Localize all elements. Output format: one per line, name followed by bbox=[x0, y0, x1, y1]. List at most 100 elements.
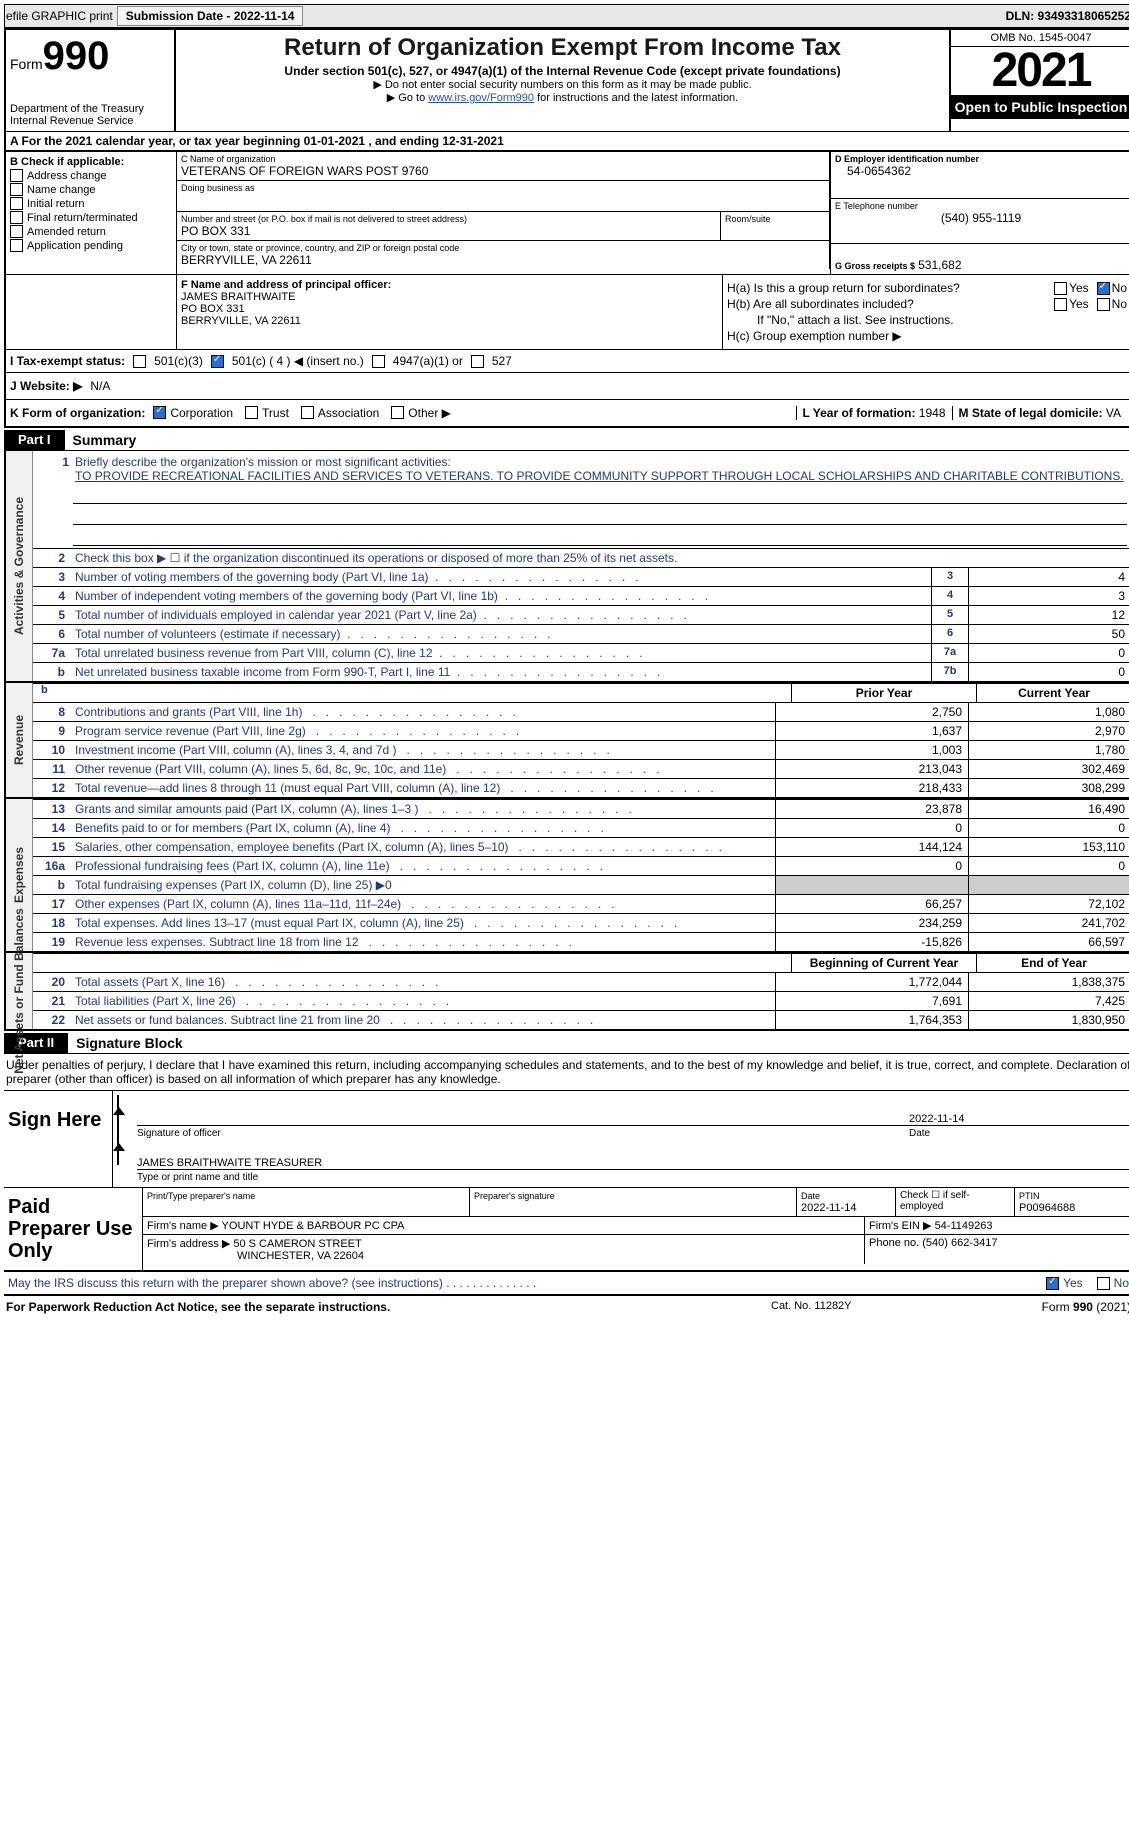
city: BERRYVILLE, VA 22611 bbox=[181, 253, 825, 267]
prior-15: 144,124 bbox=[775, 838, 968, 856]
street-label: Number and street (or P.O. box if mail i… bbox=[181, 214, 716, 224]
col-b-header: B Check if applicable: bbox=[10, 156, 172, 168]
line-15: Salaries, other compensation, employee b… bbox=[71, 838, 775, 856]
checkbox-final-return[interactable] bbox=[10, 211, 23, 224]
submission-date: Submission Date - 2022-11-14 bbox=[117, 6, 304, 26]
prior-20: 1,772,044 bbox=[775, 973, 968, 991]
line-22: Net assets or fund balances. Subtract li… bbox=[71, 1011, 775, 1029]
firm-addr2: WINCHESTER, VA 22604 bbox=[237, 1250, 364, 1262]
row-a: A For the 2021 calendar year, or tax yea… bbox=[4, 131, 1129, 152]
line-14: Benefits paid to or for members (Part IX… bbox=[71, 819, 775, 837]
current-12: 308,299 bbox=[968, 779, 1129, 797]
current-14: 0 bbox=[968, 819, 1129, 837]
line-18: Total expenses. Add lines 13–17 (must eq… bbox=[71, 914, 775, 932]
prior-14: 0 bbox=[775, 819, 968, 837]
chk-527[interactable] bbox=[471, 355, 484, 368]
discuss-yes[interactable] bbox=[1046, 1277, 1059, 1290]
state-domicile: VA bbox=[1106, 406, 1121, 420]
self-employed-check[interactable]: Check ☐ if self-employed bbox=[896, 1188, 1015, 1216]
dept-treasury: Department of the Treasury bbox=[10, 103, 170, 115]
tel: (540) 955-1119 bbox=[835, 211, 1127, 225]
val-5: 12 bbox=[968, 606, 1129, 624]
chk-501c[interactable] bbox=[211, 355, 224, 368]
mission-text: TO PROVIDE RECREATIONAL FACILITIES AND S… bbox=[75, 469, 1124, 483]
footer: For Paperwork Reduction Act Notice, see … bbox=[4, 1294, 1129, 1318]
part2-header: Part II Signature Block bbox=[4, 1033, 1129, 1054]
current-17: 72,102 bbox=[968, 895, 1129, 913]
discuss-no[interactable] bbox=[1097, 1277, 1110, 1290]
val-b: 0 bbox=[968, 663, 1129, 681]
h-b-yes[interactable] bbox=[1054, 298, 1067, 311]
prior-22: 1,764,353 bbox=[775, 1011, 968, 1029]
prior-9: 1,637 bbox=[775, 722, 968, 740]
col-b-spacer bbox=[6, 275, 177, 349]
col-current: Current Year bbox=[976, 684, 1129, 702]
line-7a: Total unrelated business revenue from Pa… bbox=[71, 644, 931, 662]
header-title-area: Return of Organization Exempt From Incom… bbox=[176, 30, 949, 131]
line-19: Revenue less expenses. Subtract line 18 … bbox=[71, 933, 775, 951]
header-right: OMB No. 1545-0047 2021 Open to Public In… bbox=[949, 30, 1129, 131]
org-name: VETERANS OF FOREIGN WARS POST 9760 bbox=[181, 164, 825, 178]
line-10: Investment income (Part VIII, column (A)… bbox=[71, 741, 775, 759]
irs-label: Internal Revenue Service bbox=[10, 115, 170, 127]
efile-label: efile GRAPHIC print bbox=[6, 9, 113, 23]
form-word: Form bbox=[10, 56, 43, 72]
line-6: Total number of volunteers (estimate if … bbox=[71, 625, 931, 643]
col-end: End of Year bbox=[976, 954, 1129, 972]
section-h: H(a) Is this a group return for subordin… bbox=[723, 275, 1129, 349]
current-15: 153,110 bbox=[968, 838, 1129, 856]
checkbox-address-change[interactable] bbox=[10, 169, 23, 182]
current-16a: 0 bbox=[968, 857, 1129, 875]
perjury-statement: Under penalties of perjury, I declare th… bbox=[4, 1054, 1129, 1091]
h-a-yes[interactable] bbox=[1054, 282, 1067, 295]
chk-assoc[interactable] bbox=[301, 406, 314, 419]
tab-net-assets: Net Assets or Fund Balances bbox=[6, 953, 33, 1029]
line-11: Other revenue (Part VIII, column (A), li… bbox=[71, 760, 775, 778]
discuss-row: May the IRS discuss this return with the… bbox=[4, 1271, 1129, 1294]
website: N/A bbox=[90, 379, 110, 393]
current-13: 16,490 bbox=[968, 800, 1129, 818]
firm-ein: 54-1149263 bbox=[935, 1220, 993, 1232]
current-21: 7,425 bbox=[968, 992, 1129, 1010]
chk-501c3[interactable] bbox=[133, 355, 146, 368]
mission-label: Briefly describe the organization's miss… bbox=[75, 455, 451, 469]
val-4: 3 bbox=[968, 587, 1129, 605]
chk-4947[interactable] bbox=[372, 355, 385, 368]
ein: 54-0654362 bbox=[835, 164, 1127, 178]
pp-date: 2022-11-14 bbox=[801, 1202, 856, 1214]
h-a-no[interactable] bbox=[1097, 282, 1110, 295]
current-11: 302,469 bbox=[968, 760, 1129, 778]
prior-11: 213,043 bbox=[775, 760, 968, 778]
tax-year: 2021 bbox=[951, 47, 1129, 95]
room-label: Room/suite bbox=[725, 214, 825, 224]
form-number: 990 bbox=[43, 34, 110, 78]
prior-12: 218,433 bbox=[775, 779, 968, 797]
tel-label: E Telephone number bbox=[835, 201, 1127, 211]
line-8: Contributions and grants (Part VIII, lin… bbox=[71, 703, 775, 721]
sig-date: 2022-11-14 bbox=[909, 1113, 1129, 1125]
city-label: City or town, state or province, country… bbox=[181, 243, 825, 253]
line2: Check this box ▶ ☐ if the organization d… bbox=[71, 549, 1129, 567]
subtitle-1: Under section 501(c), 527, or 4947(a)(1)… bbox=[182, 64, 943, 78]
checkbox-initial-return[interactable] bbox=[10, 197, 23, 210]
paid-preparer-block: Paid Preparer Use Only Print/Type prepar… bbox=[4, 1188, 1129, 1271]
ein-label: D Employer identification number bbox=[835, 154, 1127, 164]
form-id-box: Form990 Department of the Treasury Inter… bbox=[6, 30, 176, 131]
checkbox-amended[interactable] bbox=[10, 225, 23, 238]
checkbox-name-change[interactable] bbox=[10, 183, 23, 196]
checkbox-application[interactable] bbox=[10, 239, 23, 252]
chk-corp[interactable] bbox=[153, 406, 166, 419]
current-9: 2,970 bbox=[968, 722, 1129, 740]
current-20: 1,838,375 bbox=[968, 973, 1129, 991]
prior-19: -15,826 bbox=[775, 933, 968, 951]
chk-trust[interactable] bbox=[245, 406, 258, 419]
line-13: Grants and similar amounts paid (Part IX… bbox=[71, 800, 775, 818]
row-j: J Website: ▶ N/A bbox=[4, 372, 1129, 399]
gross-receipts: 531,682 bbox=[918, 258, 961, 272]
irs-link[interactable]: www.irs.gov/Form990 bbox=[428, 92, 534, 104]
current-18: 241,702 bbox=[968, 914, 1129, 932]
line-20: Total assets (Part X, line 16) bbox=[71, 973, 775, 991]
h-b-no[interactable] bbox=[1097, 298, 1110, 311]
chk-other[interactable] bbox=[391, 406, 404, 419]
officer-name: JAMES BRAITHWAITE TREASURER bbox=[137, 1157, 1129, 1169]
